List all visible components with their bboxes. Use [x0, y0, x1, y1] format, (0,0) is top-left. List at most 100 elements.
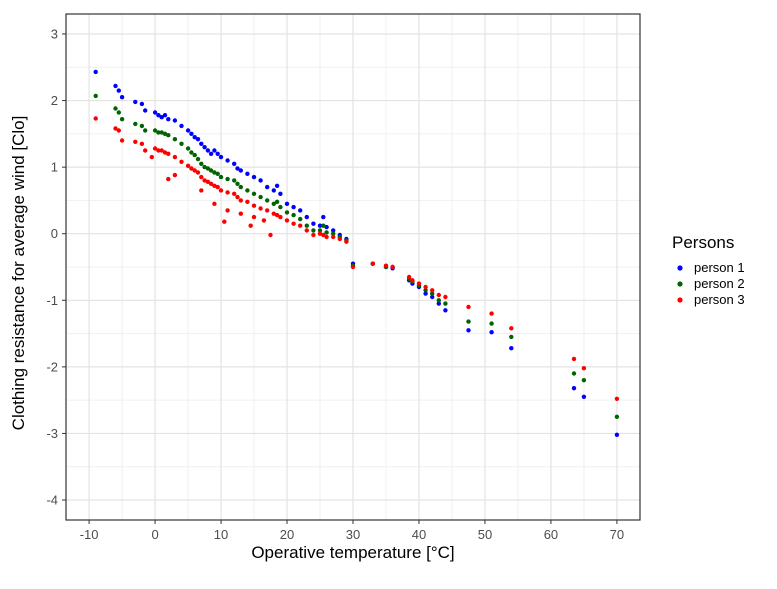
- data-point: [265, 208, 270, 213]
- data-point: [113, 83, 118, 89]
- data-point: [156, 148, 161, 153]
- data-point: [298, 223, 303, 228]
- data-point: [344, 239, 349, 244]
- data-point: [212, 201, 217, 206]
- data-point: [218, 154, 224, 160]
- data-point: [321, 223, 326, 228]
- data-point: [116, 128, 122, 133]
- data-point: [202, 164, 207, 170]
- data-point: [116, 110, 122, 115]
- y-tick-label: -1: [46, 293, 58, 308]
- data-point: [271, 211, 276, 216]
- y-tick-label: 0: [51, 226, 58, 241]
- data-point: [195, 137, 201, 142]
- series-person-3: [93, 116, 620, 401]
- data-point: [410, 278, 415, 283]
- legend-key-person-1: [677, 265, 683, 271]
- data-point: [251, 203, 257, 208]
- data-point: [218, 188, 224, 193]
- x-tick-label: 0: [151, 527, 158, 542]
- data-point: [321, 214, 326, 220]
- data-point: [284, 210, 290, 215]
- legend-label-person-3: person 3: [694, 292, 745, 307]
- data-point: [172, 118, 178, 123]
- data-point: [251, 174, 257, 180]
- data-point: [119, 95, 125, 100]
- data-point: [284, 218, 290, 223]
- data-point: [119, 138, 125, 143]
- data-point: [172, 154, 178, 160]
- y-tick-label: 2: [51, 93, 58, 108]
- y-tick-label: -4: [46, 493, 58, 508]
- data-point: [139, 101, 145, 107]
- data-point: [430, 291, 435, 296]
- data-point: [162, 131, 168, 136]
- data-point: [205, 166, 211, 171]
- data-point: [423, 284, 428, 290]
- data-point: [156, 113, 161, 118]
- data-point: [466, 328, 471, 333]
- data-point: [192, 168, 197, 173]
- data-point: [436, 292, 441, 298]
- data-point: [430, 294, 435, 300]
- data-point: [225, 190, 230, 195]
- data-point: [139, 141, 145, 146]
- data-point: [614, 414, 620, 419]
- data-point: [195, 156, 201, 162]
- data-point: [443, 294, 448, 300]
- data-point: [222, 219, 227, 224]
- data-point: [225, 208, 230, 213]
- data-point: [324, 234, 329, 240]
- data-point: [304, 223, 309, 228]
- data-point: [436, 298, 441, 303]
- data-point: [581, 394, 587, 399]
- data-point: [291, 212, 296, 218]
- data-point: [317, 228, 323, 233]
- legend-key-person-3: [677, 297, 683, 303]
- data-point: [215, 184, 220, 190]
- data-point: [245, 171, 250, 176]
- data-point: [443, 308, 448, 313]
- data-point: [143, 108, 148, 113]
- data-point: [212, 148, 217, 153]
- x-tick-label: 30: [346, 527, 360, 542]
- y-tick-label: 1: [51, 160, 58, 175]
- data-point: [235, 181, 240, 186]
- data-point: [149, 154, 154, 160]
- data-point: [614, 396, 620, 401]
- data-point: [251, 191, 257, 196]
- data-point: [133, 99, 138, 105]
- x-tick-label: 40: [412, 527, 426, 542]
- data-point: [166, 176, 171, 182]
- data-point: [143, 148, 148, 153]
- data-point: [93, 116, 98, 121]
- data-point: [304, 214, 309, 220]
- data-point: [232, 178, 237, 183]
- data-point: [370, 261, 375, 266]
- data-point: [179, 123, 184, 129]
- data-point: [278, 204, 283, 210]
- data-point: [304, 228, 309, 233]
- data-point: [509, 334, 514, 340]
- data-point: [238, 211, 243, 216]
- x-axis-ticks: -10 0 10 20 30 40 50 60 70: [80, 520, 624, 542]
- data-point: [466, 319, 471, 324]
- data-point: [265, 198, 270, 203]
- data-point: [489, 321, 494, 326]
- data-point: [232, 191, 237, 196]
- data-point: [571, 386, 577, 391]
- data-point: [571, 356, 577, 362]
- data-point: [509, 346, 514, 351]
- data-point: [185, 163, 191, 168]
- data-point: [324, 224, 329, 230]
- data-point: [199, 188, 204, 193]
- data-point: [166, 117, 171, 122]
- legend-title: Persons: [672, 233, 734, 252]
- data-point: [202, 145, 207, 150]
- data-point: [258, 178, 263, 183]
- data-point: [225, 158, 230, 163]
- data-point: [489, 330, 494, 335]
